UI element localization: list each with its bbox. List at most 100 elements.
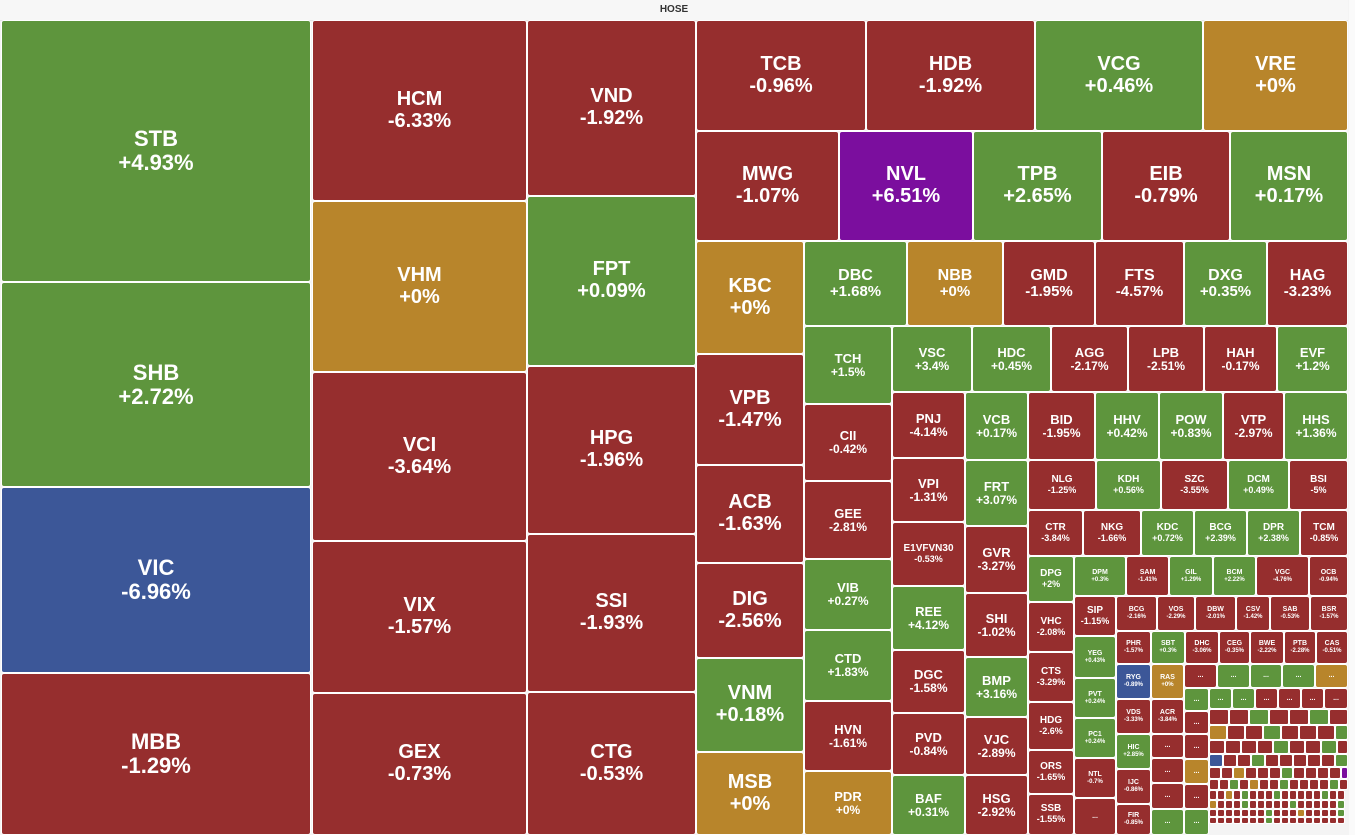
stock-tile[interactable]: ... <box>1278 688 1301 709</box>
stock-tile-small[interactable] <box>1257 809 1265 817</box>
stock-tile[interactable]: ... <box>1184 688 1209 711</box>
stock-tile[interactable]: HAG -3.23% <box>1267 241 1348 326</box>
stock-tile-small[interactable] <box>1237 754 1251 767</box>
stock-tile[interactable]: RYG -0.89% <box>1116 664 1151 699</box>
stock-tile[interactable]: FRT +3.07% <box>965 460 1028 526</box>
stock-tile-small[interactable] <box>1289 817 1297 824</box>
stock-tile[interactable]: CTG -0.53% <box>527 692 696 835</box>
stock-tile[interactable]: NBB +0% <box>907 241 1003 326</box>
stock-tile[interactable]: DPG +2% <box>1028 556 1074 602</box>
stock-tile[interactable]: ... <box>1184 809 1209 835</box>
stock-tile[interactable]: IJC -0.86% <box>1116 769 1151 804</box>
stock-tile-small[interactable] <box>1305 800 1313 809</box>
stock-tile-small[interactable] <box>1313 790 1321 800</box>
stock-tile[interactable]: DIG -2.56% <box>696 563 804 658</box>
stock-tile-small[interactable] <box>1337 817 1345 824</box>
stock-tile[interactable]: EIB -0.79% <box>1102 131 1230 241</box>
stock-tile[interactable]: BAF +0.31% <box>892 775 965 835</box>
stock-tile-small[interactable] <box>1219 779 1229 790</box>
stock-tile[interactable]: ... <box>1151 734 1184 758</box>
stock-tile[interactable]: CEG -0.35% <box>1219 631 1250 664</box>
stock-tile[interactable]: GMD -1.95% <box>1003 241 1095 326</box>
stock-tile-small[interactable] <box>1209 800 1217 809</box>
stock-tile-small[interactable] <box>1269 709 1289 725</box>
stock-tile-small[interactable] <box>1313 800 1321 809</box>
stock-tile-small[interactable] <box>1281 800 1289 809</box>
stock-tile[interactable]: SAM -1.41% <box>1126 556 1169 596</box>
stock-tile-small[interactable] <box>1299 725 1317 740</box>
stock-tile-small[interactable] <box>1249 709 1269 725</box>
stock-tile-small[interactable] <box>1257 800 1265 809</box>
stock-tile-small[interactable] <box>1337 740 1348 754</box>
stock-tile-small[interactable] <box>1217 790 1225 800</box>
stock-tile-small[interactable] <box>1341 767 1348 779</box>
stock-tile[interactable]: ACB -1.63% <box>696 465 804 563</box>
stock-tile-small[interactable] <box>1317 725 1335 740</box>
stock-tile[interactable]: HPG -1.96% <box>527 366 696 534</box>
stock-tile-small[interactable] <box>1299 779 1309 790</box>
stock-tile-small[interactable] <box>1229 779 1239 790</box>
stock-tile[interactable]: DPR +2.38% <box>1247 510 1300 556</box>
stock-tile[interactable]: ... <box>1184 759 1209 784</box>
stock-tile[interactable]: STB +4.93% <box>1 20 311 282</box>
stock-tile[interactable]: MWG -1.07% <box>696 131 839 241</box>
stock-tile-small[interactable] <box>1297 809 1305 817</box>
stock-tile[interactable]: MSN +0.17% <box>1230 131 1348 241</box>
stock-tile[interactable]: HSG -2.92% <box>965 775 1028 835</box>
stock-tile[interactable]: MBB -1.29% <box>1 673 311 835</box>
stock-tile-small[interactable] <box>1263 725 1281 740</box>
stock-tile[interactable]: EVF +1.2% <box>1277 326 1348 392</box>
stock-tile[interactable]: DHC -3.06% <box>1185 631 1219 664</box>
stock-tile-small[interactable] <box>1305 809 1313 817</box>
stock-tile[interactable]: PVD -0.84% <box>892 713 965 775</box>
stock-tile-small[interactable] <box>1329 767 1341 779</box>
stock-tile[interactable]: TCM -0.85% <box>1300 510 1348 556</box>
stock-tile[interactable]: DGC -1.58% <box>892 650 965 713</box>
stock-tile[interactable]: NLG -1.25% <box>1028 460 1096 510</box>
stock-tile[interactable]: VCB +0.17% <box>965 392 1028 460</box>
stock-tile[interactable]: HVN -1.61% <box>804 701 892 771</box>
stock-tile[interactable]: VPB -1.47% <box>696 354 804 465</box>
stock-tile[interactable]: ... <box>1184 734 1209 759</box>
stock-tile-small[interactable] <box>1209 817 1217 824</box>
stock-tile[interactable]: VIX -1.57% <box>312 541 527 693</box>
stock-tile-small[interactable] <box>1335 754 1348 767</box>
stock-tile[interactable]: VOS -2.29% <box>1157 596 1195 631</box>
stock-tile[interactable]: DPM +0.3% <box>1074 556 1126 596</box>
stock-tile-small[interactable] <box>1305 767 1317 779</box>
stock-tile-small[interactable] <box>1233 817 1241 824</box>
stock-tile[interactable]: KBC +0% <box>696 241 804 354</box>
stock-tile[interactable]: VIB +0.27% <box>804 559 892 630</box>
stock-tile-small[interactable] <box>1249 800 1257 809</box>
stock-tile-small[interactable] <box>1273 790 1281 800</box>
stock-tile-small[interactable] <box>1305 817 1313 824</box>
stock-tile[interactable]: BCM +2.22% <box>1213 556 1256 596</box>
stock-tile-small[interactable] <box>1305 790 1313 800</box>
stock-tile[interactable]: TCH +1.5% <box>804 326 892 404</box>
stock-tile[interactable]: ... <box>1074 798 1116 835</box>
stock-tile[interactable]: ... <box>1232 688 1255 709</box>
stock-tile[interactable]: VHM +0% <box>312 201 527 372</box>
stock-tile-small[interactable] <box>1297 790 1305 800</box>
stock-tile[interactable]: ... <box>1324 688 1348 709</box>
stock-tile-small[interactable] <box>1297 817 1305 824</box>
stock-tile[interactable]: PVT +0.24% <box>1074 678 1116 718</box>
stock-tile[interactable]: KDC +0.72% <box>1141 510 1194 556</box>
stock-tile-small[interactable] <box>1281 767 1293 779</box>
stock-tile[interactable]: REE +4.12% <box>892 586 965 650</box>
stock-tile-small[interactable] <box>1225 740 1241 754</box>
stock-tile-small[interactable] <box>1289 740 1305 754</box>
stock-tile[interactable]: FPT +0.09% <box>527 196 696 366</box>
stock-tile[interactable]: BSR -1.57% <box>1310 596 1348 631</box>
stock-tile-small[interactable] <box>1259 779 1269 790</box>
stock-tile-small[interactable] <box>1281 725 1299 740</box>
stock-tile-small[interactable] <box>1249 790 1257 800</box>
stock-tile-small[interactable] <box>1241 740 1257 754</box>
stock-tile[interactable]: ... <box>1217 664 1250 688</box>
stock-tile-small[interactable] <box>1223 754 1237 767</box>
stock-tile[interactable]: DBC +1.68% <box>804 241 907 326</box>
stock-tile[interactable]: E1VFVN30 -0.53% <box>892 522 965 586</box>
stock-tile[interactable]: HDG -2.6% <box>1028 702 1074 750</box>
stock-tile-small[interactable] <box>1249 817 1257 824</box>
stock-tile[interactable]: HHS +1.36% <box>1284 392 1348 460</box>
